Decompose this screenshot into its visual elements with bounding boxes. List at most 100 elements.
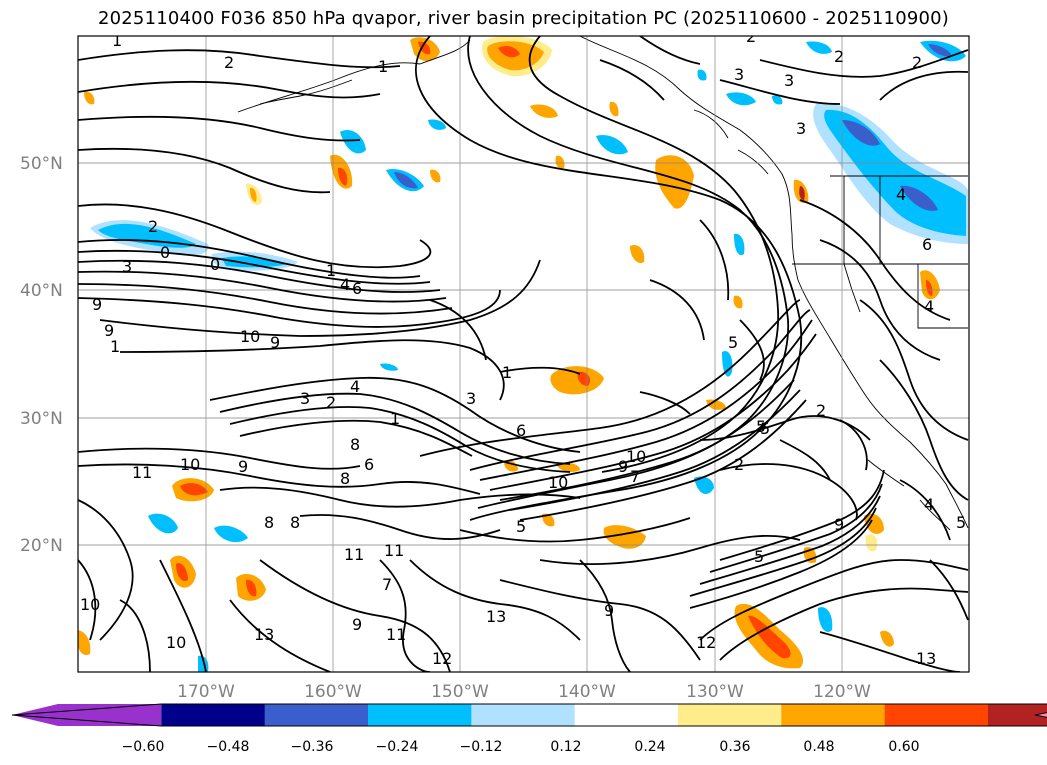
contour-label: 11 bbox=[132, 463, 152, 482]
contour-label: 3 bbox=[122, 257, 132, 276]
map-panel: 1 2 1 3 3 2 2 3 2 2 0 0 3 1 4 6 9 9 10 9 bbox=[77, 27, 970, 673]
contour-label: 10 bbox=[240, 327, 260, 346]
contour-label: 10 bbox=[166, 633, 186, 652]
contour-label: 10 bbox=[548, 473, 568, 492]
contour-label: 5 bbox=[756, 417, 766, 436]
contour-label: 5 bbox=[516, 517, 526, 536]
lat-label-20n: 20°N bbox=[20, 536, 63, 556]
precip-negative-area bbox=[90, 40, 968, 672]
contour-label: 4 bbox=[924, 297, 934, 316]
contour-label: 9 bbox=[238, 457, 248, 476]
contour-label: 11 bbox=[386, 625, 406, 644]
contour-label: 13 bbox=[254, 625, 274, 644]
colorbar-segment bbox=[161, 704, 266, 726]
precip-shading bbox=[78, 36, 968, 672]
lat-label-40n: 40°N bbox=[20, 281, 63, 301]
contour-label: 9 bbox=[92, 295, 102, 314]
contour-labels: 1 2 1 3 3 2 2 3 2 2 0 0 3 1 4 6 9 9 10 9 bbox=[80, 27, 966, 668]
colorbar-tick: 0.24 bbox=[634, 739, 665, 755]
contour-label: 9 bbox=[270, 333, 280, 352]
contour-label: 3 bbox=[466, 389, 476, 408]
contour-label: 1 bbox=[390, 409, 400, 428]
colorbar-segment bbox=[264, 704, 369, 726]
contour-label: 2 bbox=[746, 27, 756, 46]
contour-label: 9 bbox=[604, 601, 614, 620]
contour-label: 1 bbox=[112, 31, 122, 50]
map-title: 2025110400 F036 850 hPa qvapor, river ba… bbox=[97, 8, 950, 29]
colorbar: −0.60 −0.48 −0.36 −0.24 −0.12 0.12 0.24 … bbox=[11, 703, 1047, 755]
colorbar-segment bbox=[678, 704, 782, 726]
lon-label-120w: 120°W bbox=[813, 682, 871, 702]
contour-label: 9 bbox=[352, 615, 362, 634]
contour-label: 3 bbox=[784, 71, 794, 90]
contour-label: 9 bbox=[104, 321, 114, 340]
contour-label: 2 bbox=[326, 393, 336, 412]
contour-label: 2 bbox=[912, 53, 922, 72]
lon-label-140w: 140°W bbox=[558, 682, 616, 702]
lon-label-170w: 170°W bbox=[177, 682, 235, 702]
moisture-contours bbox=[78, 36, 969, 672]
contour-label: 6 bbox=[516, 421, 526, 440]
contour-label: 0 bbox=[160, 243, 170, 262]
contour-label: 8 bbox=[350, 435, 360, 454]
contour-label: 8 bbox=[340, 469, 350, 488]
colorbar-tick: 0.36 bbox=[719, 739, 750, 755]
contour-label: 13 bbox=[916, 649, 936, 668]
contour-label: 7 bbox=[630, 467, 640, 486]
contour-label: 4 bbox=[924, 495, 934, 514]
contour-label: 10 bbox=[180, 455, 200, 474]
colorbar-tick: −0.12 bbox=[460, 739, 503, 755]
colorbar-segment bbox=[988, 704, 1047, 726]
colorbar-outline bbox=[11, 703, 1047, 727]
colorbar-segment bbox=[781, 704, 886, 726]
contour-label: 2 bbox=[816, 401, 826, 420]
contour-label: 2 bbox=[734, 455, 744, 474]
contour-label: 5 bbox=[754, 547, 764, 566]
contour-label: 5 bbox=[728, 333, 738, 352]
contour-label: 3 bbox=[734, 65, 744, 84]
contour-label: 10 bbox=[80, 595, 100, 614]
contour-label: 6 bbox=[922, 235, 932, 254]
contour-label: 6 bbox=[364, 455, 374, 474]
contour-label: 3 bbox=[796, 119, 806, 138]
contour-label: 5 bbox=[760, 419, 770, 438]
colorbar-segment bbox=[471, 704, 576, 726]
colorbar-tick: −0.48 bbox=[207, 739, 250, 755]
colorbar-tick: 0.60 bbox=[888, 739, 919, 755]
contour-label: 10 bbox=[626, 447, 646, 466]
lat-label-50n: 50°N bbox=[20, 154, 63, 174]
contour-label: 6 bbox=[352, 279, 362, 298]
colorbar-segment bbox=[1035, 712, 1047, 718]
colorbar-tick: −0.24 bbox=[376, 739, 419, 755]
contour-label: 2 bbox=[148, 217, 158, 236]
contour-label: 12 bbox=[696, 633, 716, 652]
colorbar-segment bbox=[368, 704, 472, 726]
contour-label: 4 bbox=[340, 275, 350, 294]
contour-label: 2 bbox=[834, 47, 844, 66]
contour-label: 12 bbox=[432, 649, 452, 668]
contour-label: 1 bbox=[326, 261, 336, 280]
lon-label-160w: 160°W bbox=[304, 682, 362, 702]
lon-label-150w: 150°W bbox=[431, 682, 489, 702]
contour-label: 2 bbox=[224, 53, 234, 72]
colorbar-tick: 0.48 bbox=[803, 739, 834, 755]
lon-label-130w: 130°W bbox=[686, 682, 744, 702]
contour-label: 9 bbox=[618, 457, 628, 476]
map-frame bbox=[77, 35, 970, 673]
contour-label: 11 bbox=[344, 545, 364, 564]
contour-label: 8 bbox=[264, 513, 274, 532]
contour-label: 4 bbox=[350, 377, 360, 396]
contour-label: 4 bbox=[896, 185, 906, 204]
precip-positive-area bbox=[78, 36, 940, 669]
contour-label: 11 bbox=[384, 541, 404, 560]
longitude-labels: 170°W 160°W 150°W 140°W 130°W 120°W bbox=[177, 682, 871, 702]
contour-label: 1 bbox=[378, 57, 388, 76]
colorbar-tick: −0.36 bbox=[291, 739, 334, 755]
lat-label-30n: 30°N bbox=[20, 409, 63, 429]
contour-label: 13 bbox=[486, 607, 506, 626]
contour-label: 9 bbox=[834, 515, 844, 534]
contour-label: 1 bbox=[110, 337, 120, 356]
contour-label: 0 bbox=[210, 255, 220, 274]
latitude-labels: 50°N 40°N 30°N 20°N bbox=[20, 154, 63, 556]
